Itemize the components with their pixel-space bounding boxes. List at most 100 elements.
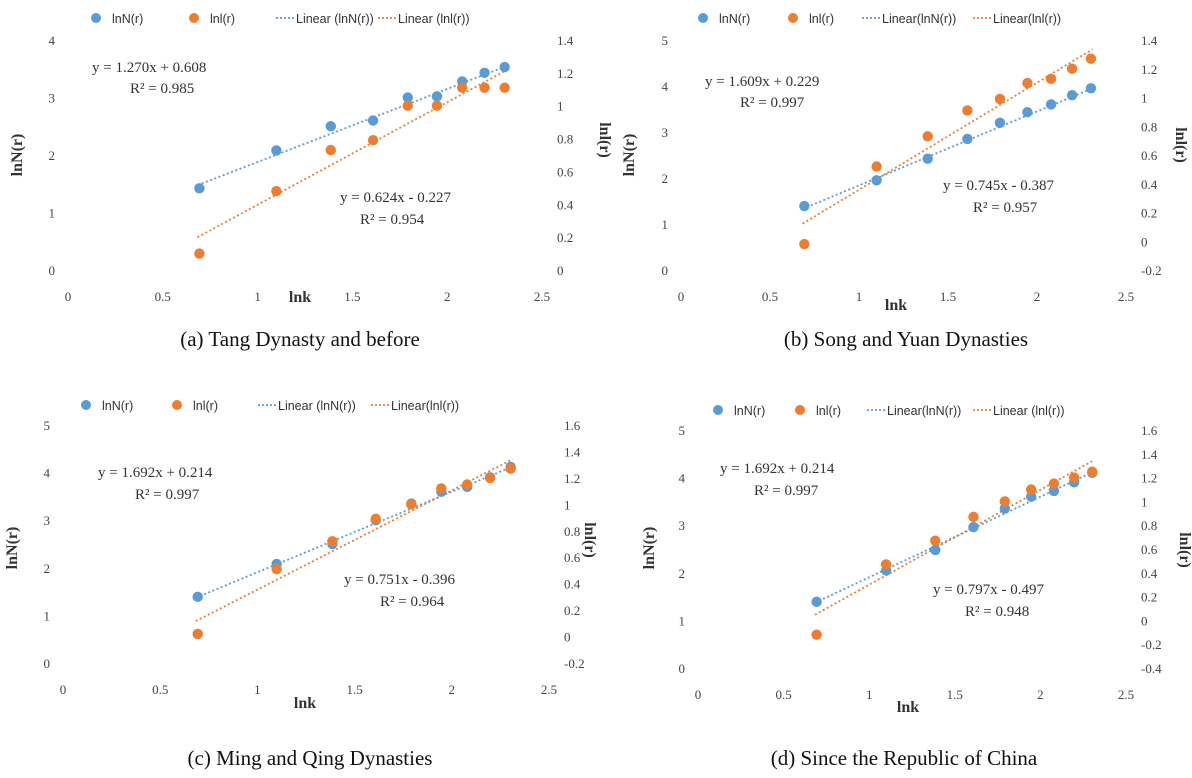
x-tick-label: 1 [254,682,261,697]
y2-tick-label: -0.2 [1141,637,1162,652]
data-point-lnl [968,511,979,523]
data-point-lnl [1022,77,1033,89]
data-point-lnN [811,596,822,608]
data-point-lnN [1048,485,1060,497]
data-point-lnl [1025,484,1037,495]
x-tick-label: 1 [866,687,873,702]
data-point-lnN [930,544,941,556]
r-squared-lnN: R² = 0.997 [740,95,805,111]
x-tick-label: 2.5 [534,289,550,304]
data-point-lnl [484,472,496,484]
panel-caption: (a) Tang Dynasty and before [180,327,420,351]
x-tick-label: 1 [254,289,261,304]
legend-lnl-label: lnl(r) [809,12,834,26]
x-tick-label: 0 [60,682,67,697]
trendline-lnl [195,458,514,622]
trend-equation-lnN: y = 1.692x + 0.214 [98,465,213,481]
x-axis-title: lnk [897,699,919,716]
y-tick-label: 0 [679,661,686,676]
y2-axis-title: lnl(r) [1172,127,1189,163]
y-tick-label: 2 [49,148,56,163]
legend-lnl-marker [795,405,805,415]
x-tick-label: 2 [1037,687,1044,702]
data-point-lnl [1045,73,1057,85]
y-tick-label: 2 [662,171,669,186]
y-axis-title: lnN(r) [641,527,658,570]
data-point-lnl [271,185,282,197]
data-point-lnl [499,82,510,93]
y2-tick-label: 1 [1141,494,1148,509]
legend-linear-lnN-label: Linear (lnN(r)) [278,399,356,413]
y2-tick-label: 1.2 [557,66,573,81]
panel-caption: (d) Since the Republic of China [771,746,1038,770]
x-tick-label: 0.5 [775,687,791,702]
legend-lnl-label: lnl(r) [816,404,841,418]
y-axis-title: lnN(r) [9,134,26,177]
data-point-lnN [192,591,203,603]
data-point-lnl [994,93,1006,105]
y-tick-label: 1 [662,217,669,232]
y2-tick-label: 0.4 [557,197,574,212]
y2-tick-label: 0.6 [1141,542,1158,557]
y2-tick-label: 0.8 [564,524,580,539]
trendline-lnN [195,465,513,599]
data-point-lnN [1045,99,1057,110]
trend-equation-lnN: y = 1.609x + 0.229 [705,74,819,90]
y2-tick-label: 1.6 [1141,423,1158,438]
y-tick-label: 0 [49,263,56,278]
data-point-lnl [880,559,892,570]
y2-axis-title: lnl(r) [581,522,598,558]
y-tick-label: 2 [679,566,686,581]
data-point-lnN [325,121,336,132]
y2-tick-label: 1.4 [564,444,581,459]
r-squared-lnl: R² = 0.948 [965,604,1029,620]
legend-lnl-marker [172,400,182,410]
y2-tick-label: 0.6 [564,550,581,565]
data-point-lnl [922,131,933,142]
data-point-lnN [962,133,973,145]
y2-tick-label: 1 [1141,91,1148,106]
y-tick-label: 4 [662,79,669,94]
y-tick-label: 5 [662,33,669,48]
y-tick-label: 3 [662,125,669,140]
y2-tick-label: 1 [564,497,571,512]
data-point-lnl [402,100,413,111]
x-tick-label: 0 [695,687,702,702]
r-squared-lnN: R² = 0.997 [754,483,819,499]
data-point-lnl [505,463,516,474]
r-squared-lnl: R² = 0.957 [973,200,1038,216]
y2-axis-title: lnl(r) [596,122,613,158]
y2-tick-label: 0.4 [1141,177,1158,192]
panel-caption: (c) Ming and Qing Dynasties [188,746,433,770]
data-point-lnl [871,161,882,172]
data-point-lnN [799,200,810,212]
trendline-lnN [814,470,1095,604]
x-tick-label: 2 [449,682,456,697]
legend-lnN-label: lnN(r) [102,399,133,413]
y2-tick-label: -0.2 [564,656,585,671]
x-tick-label: 2 [1034,289,1041,304]
data-point-lnl [431,100,443,111]
data-point-lnN [431,91,443,102]
x-axis-title: lnk [885,297,907,314]
trend-equation-lnl: y = 0.624x - 0.227 [340,190,451,206]
y2-tick-label: -0.2 [1141,263,1162,278]
data-point-lnN [1066,90,1078,101]
legend-linear-lnN-label: Linear(lnN(r)) [882,12,956,26]
y2-tick-label: 1.4 [557,33,574,48]
y2-tick-label: 0.4 [564,577,581,592]
legend-lnl-marker [189,13,199,23]
legend-linear-lnl-label: Linear (lnl(r)) [993,404,1065,418]
y-tick-label: 5 [44,418,51,433]
legend-lnN-marker [81,400,91,410]
trend-equation-lnl: y = 0.745x - 0.387 [943,178,1054,194]
data-point-lnl [456,82,468,93]
y-tick-label: 3 [679,518,686,533]
legend-lnl-marker [788,13,798,23]
y2-tick-label: 1.6 [564,418,581,433]
y2-tick-label: 1.2 [1141,471,1157,486]
x-tick-label: 0.5 [152,682,168,697]
x-tick-label: 1.5 [344,289,360,304]
legend-lnN-label: lnN(r) [734,404,765,418]
